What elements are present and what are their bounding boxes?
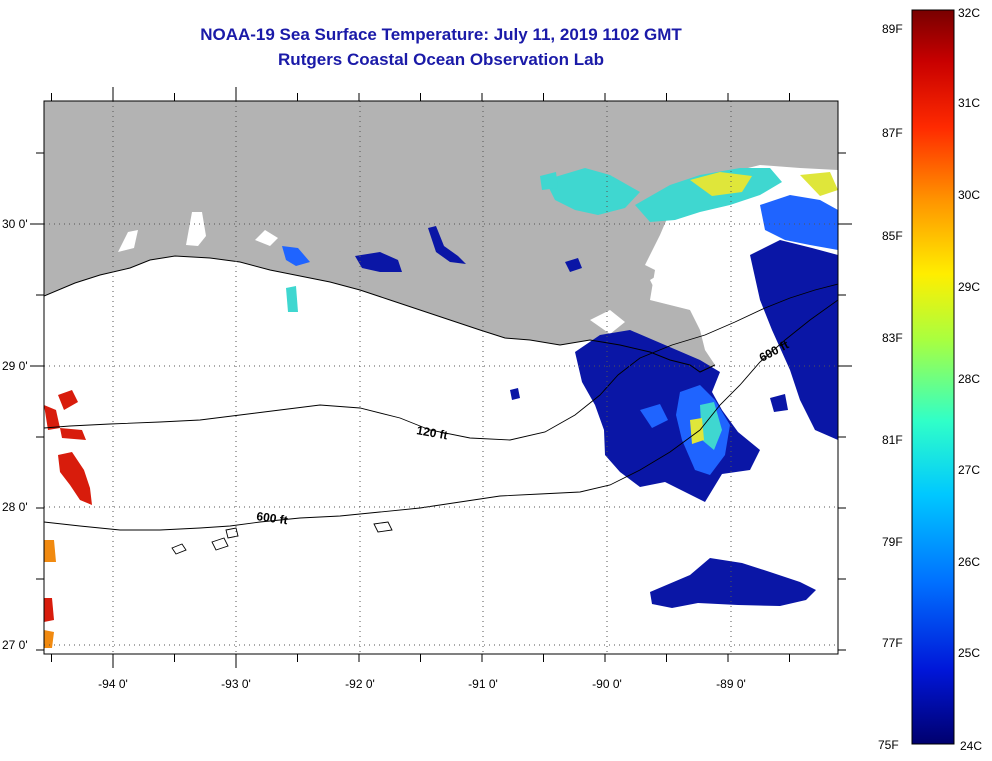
colorbar-f-label: 75F [878, 738, 899, 752]
isobath-600ft [44, 299, 838, 531]
colorbar-c-label: 32C [958, 6, 981, 20]
lon-tick-label: -93 0' [221, 677, 251, 691]
map-subtitle: Rutgers Coastal Ocean Observation Lab [278, 50, 604, 69]
graticule [44, 101, 838, 654]
lat-tick-label: 28 0' [2, 500, 28, 514]
axis-ticks [30, 87, 852, 668]
colorbar-c-label: 25C [958, 646, 981, 660]
colorbar-c-label: 28C [958, 372, 981, 386]
colorbar-f-label: 87F [882, 126, 903, 140]
lon-tick-label: -94 0' [98, 677, 128, 691]
isobath-fragment [225, 527, 239, 539]
colorbar-c-label: 31C [958, 96, 981, 110]
colorbar-c-label: 27C [958, 463, 981, 477]
colorbar-f-label: 77F [882, 636, 903, 650]
land-mass [44, 101, 838, 372]
colorbar-f-label: 81F [882, 433, 903, 447]
lat-axis: 30 0' 29 0' 28 0' 27 0' [2, 217, 28, 652]
lon-tick-label: -90 0' [592, 677, 622, 691]
colorbar-f-label: 89F [882, 22, 903, 36]
colorbar-c-label: 24C [960, 739, 983, 753]
lon-axis: -94 0' -93 0' -92 0' -91 0' -90 0' -89 0… [98, 677, 746, 691]
colorbar-f-label: 83F [882, 331, 903, 345]
lat-tick-label: 29 0' [2, 359, 28, 373]
lat-tick-label: 30 0' [2, 217, 28, 231]
colorbar-c-label: 30C [958, 188, 981, 202]
colorbar-f-label: 85F [882, 229, 903, 243]
sst-mid-patches [286, 168, 782, 450]
isobath-fragment [373, 521, 393, 533]
colorbar-c-label: 29C [958, 280, 981, 294]
sst-warm-patches [690, 172, 838, 444]
sst-orange-patches [44, 540, 56, 648]
sst-hot-patches [44, 390, 92, 622]
contour-label-600ft: 600 ft [256, 509, 289, 527]
isobath-fragment [211, 537, 229, 551]
lon-tick-label: -92 0' [345, 677, 375, 691]
delta-water [650, 260, 710, 320]
lake [186, 212, 206, 246]
lake [118, 230, 138, 252]
isobath-fragment [171, 543, 187, 555]
plot-frame [43, 100, 839, 655]
coastline [44, 255, 716, 373]
lon-tick-label: -89 0' [716, 677, 746, 691]
colorbar-c-label: 26C [958, 555, 981, 569]
isobath-120ft [44, 283, 838, 441]
contour-label-120ft: 120 ft [415, 423, 448, 442]
colorbar [911, 9, 955, 745]
map-title: NOAA-19 Sea Surface Temperature: July 11… [200, 25, 682, 44]
lake [255, 230, 278, 246]
colorbar-f-label: 79F [882, 535, 903, 549]
lon-tick-label: -91 0' [468, 677, 498, 691]
lat-tick-label: 27 0' [2, 638, 28, 652]
